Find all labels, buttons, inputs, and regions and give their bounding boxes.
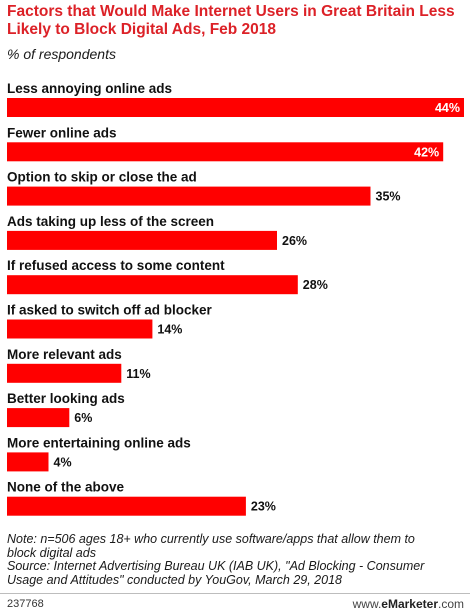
bar	[7, 452, 49, 472]
source-line: Source: Internet Advertising Bureau UK (…	[7, 559, 425, 574]
category-label: More entertaining online ads	[7, 435, 191, 450]
bar	[7, 319, 153, 339]
brand-prefix: www.	[352, 597, 382, 611]
brand-logo: www.eMarketer.com	[353, 597, 464, 611]
bar	[7, 142, 444, 162]
category-label: Less annoying online ads	[7, 81, 172, 96]
category-label: Option to skip or close the ad	[7, 170, 197, 185]
source-line: Usage and Attitudes" conducted by YouGov…	[7, 572, 342, 587]
category-label: Ads taking up less of the screen	[7, 214, 214, 229]
category-label: None of the above	[7, 480, 125, 495]
bar-chart: Less annoying online ads 44% Fewer online …	[7, 81, 464, 516]
value-label: 28%	[303, 278, 328, 292]
category-label: Fewer online ads	[7, 125, 117, 140]
value-label: 44%	[435, 101, 460, 115]
bar	[7, 275, 298, 295]
value-label: 4%	[54, 455, 72, 469]
footer-divider	[0, 593, 470, 594]
value-label: 11%	[126, 367, 150, 381]
value-label: 23%	[251, 500, 276, 514]
note-line: block digital ads	[7, 545, 96, 560]
bar	[7, 408, 70, 428]
brand-name: eMarketer	[381, 597, 438, 611]
footnote: Note: n=506 ages 18+ who currently use s…	[7, 532, 467, 587]
category-label: More relevant ads	[7, 347, 122, 362]
value-label: 42%	[414, 145, 439, 159]
category-label: Better looking ads	[7, 391, 125, 406]
brand-suffix: .com	[437, 597, 464, 611]
value-label: 26%	[282, 234, 307, 248]
bar	[7, 186, 371, 206]
value-label: 14%	[157, 323, 182, 337]
bar	[7, 496, 246, 516]
bar	[7, 230, 277, 250]
chart-title: Factors that Would Make Internet Users i…	[7, 3, 455, 38]
chart-subtitle: % of respondents	[7, 46, 116, 62]
chart-id: 237768	[7, 598, 44, 610]
value-label: 35%	[376, 190, 401, 204]
value-label: 6%	[74, 411, 92, 425]
category-label: If refused access to some content	[7, 258, 225, 273]
bar	[7, 98, 464, 117]
note-line: Note: n=506 ages 18+ who currently use s…	[7, 532, 415, 546]
category-label: If asked to switch off ad blocker	[7, 303, 213, 318]
bar	[7, 363, 122, 383]
